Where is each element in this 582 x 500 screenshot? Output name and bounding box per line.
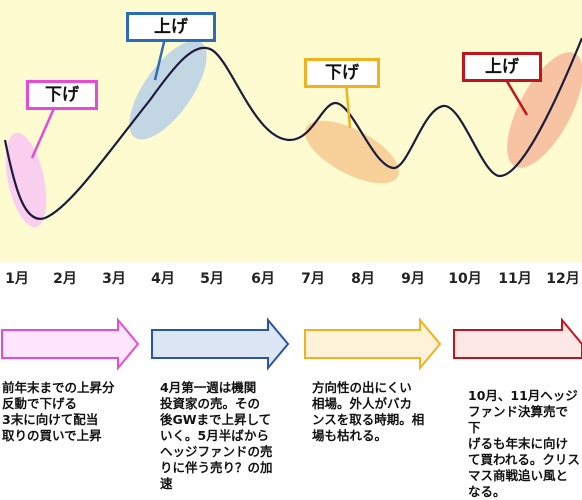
highlight-ellipse-up1 <box>129 40 207 140</box>
description-period-3: 方向性の出にくい 相場。外人がバカ ンスを取る時期。相 場も枯れる。 <box>312 380 425 443</box>
pointer-up2 <box>503 77 529 116</box>
chart-area <box>0 0 582 262</box>
pointer-down2 <box>344 81 352 129</box>
description-period-4: 10月、11月ヘッジ ファンド決算売で下 げるも年末に向け て買われる。クリス … <box>468 388 580 499</box>
pointer-down1 <box>30 105 57 159</box>
callout-down1: 下げ <box>26 80 98 110</box>
arrow-4 <box>453 317 582 359</box>
trend-line <box>3 37 582 220</box>
highlight-ellipse-down2 <box>304 120 400 184</box>
month-label: 10月 <box>448 271 482 287</box>
month-label: 8月 <box>351 271 375 287</box>
arrow-2 <box>151 317 290 371</box>
callout-up1: 上げ <box>126 12 216 42</box>
month-axis: 1月 2月 3月 4月 5月 6月 7月 8月 9月 10月 11月 12月 <box>0 268 582 296</box>
month-label: 11月 <box>498 271 532 287</box>
highlight-ellipse-down1 <box>5 132 47 228</box>
pointer-up1 <box>153 37 167 81</box>
month-label: 2月 <box>53 271 77 287</box>
description-period-1: 前年末までの上昇分 反動で下げる 3末に向けて配当 取りの買いで上昇 <box>2 380 115 443</box>
month-label: 3月 <box>102 271 126 287</box>
seasonal-trend-diagram <box>1 37 582 371</box>
month-label: 5月 <box>200 271 224 287</box>
callout-up2: 上げ <box>462 52 542 82</box>
callout-down2: 下げ <box>304 58 380 88</box>
month-label: 12月 <box>546 271 580 287</box>
month-label: 7月 <box>301 271 325 287</box>
description-period-2: 4月第一週は機関 投資家の売。その 後GWまで上昇して いく。5月半ばから ヘッ… <box>160 380 273 491</box>
month-label: 1月 <box>5 271 29 287</box>
month-label: 4月 <box>151 271 175 287</box>
arrow-1 <box>1 317 140 371</box>
month-label: 9月 <box>401 271 425 287</box>
arrow-3 <box>304 317 442 371</box>
month-label: 6月 <box>251 271 275 287</box>
